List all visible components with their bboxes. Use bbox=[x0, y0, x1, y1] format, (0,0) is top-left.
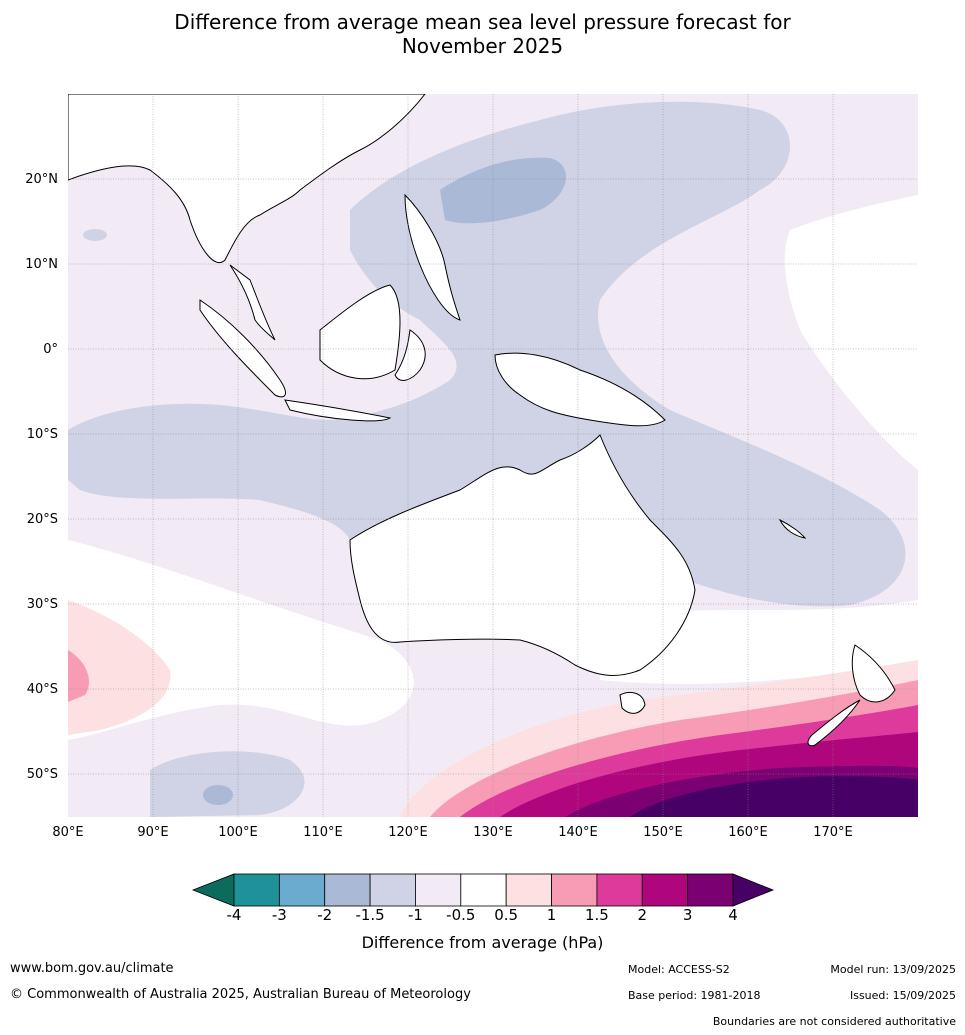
asia-mainland bbox=[68, 94, 426, 263]
lon-label: 80°E bbox=[52, 825, 83, 840]
map-title-line-2: November 2025 bbox=[401, 34, 564, 58]
colorbar-swatch bbox=[505, 873, 552, 907]
colorbar-swatch bbox=[551, 873, 598, 907]
colorbar-tick-label: -2 bbox=[317, 906, 333, 924]
colorbar-swatch bbox=[687, 873, 734, 907]
lon-label: 150°E bbox=[643, 825, 683, 840]
colorbar-title: Difference from average (hPa) bbox=[361, 933, 604, 952]
colorbar-extend-low bbox=[191, 873, 235, 907]
lat-label: 20°S bbox=[27, 512, 58, 527]
colorbar-tick-label: 1 bbox=[546, 906, 557, 924]
colorbar-tick-label: -3 bbox=[271, 906, 287, 924]
lat-label: 30°S bbox=[27, 597, 58, 612]
graticule bbox=[68, 94, 918, 817]
model-text: Model: ACCESS-S2 bbox=[628, 963, 730, 976]
colorbar-extend-high bbox=[732, 873, 775, 907]
lon-labels: 80°E 90°E 100°E 110°E 120°E 130°E 140°E … bbox=[52, 825, 852, 840]
copyright-text: © Commonwealth of Australia 2025, Austra… bbox=[10, 987, 471, 1002]
nz-north-island bbox=[851, 644, 896, 703]
issued-text: Issued: 15/09/2025 bbox=[849, 989, 956, 1002]
colorbar-tick-label: 2 bbox=[637, 906, 648, 924]
lat-label: 10°S bbox=[27, 427, 58, 442]
lon-label: 120°E bbox=[388, 825, 428, 840]
colorbar-swatch bbox=[233, 873, 280, 907]
colorbar bbox=[191, 873, 775, 907]
map-title-line-1: Difference from average mean sea level p… bbox=[174, 10, 791, 34]
colorbar-swatch bbox=[415, 873, 462, 907]
band-0.5-1-west bbox=[68, 600, 171, 735]
new-caledonia bbox=[778, 518, 807, 539]
lat-label: 10°N bbox=[25, 257, 58, 272]
lat-label: 20°N bbox=[25, 172, 58, 187]
lat-labels: 20°N 10°N 0° 10°S 20°S 30°S 40°S 50°S bbox=[25, 172, 58, 782]
philippines bbox=[404, 193, 461, 321]
colorbar-tick-label: -1 bbox=[407, 906, 423, 924]
lon-label: 170°E bbox=[813, 825, 853, 840]
lon-label: 130°E bbox=[473, 825, 513, 840]
new-guinea bbox=[494, 352, 666, 427]
colorbar-swatch bbox=[596, 873, 643, 907]
nz-south-island bbox=[807, 699, 861, 747]
australia bbox=[349, 434, 696, 676]
disclaimer-text: Boundaries are not considered authoritat… bbox=[712, 1015, 956, 1028]
sumatra bbox=[199, 299, 286, 398]
colorbar-tick-label: -4 bbox=[226, 906, 242, 924]
lat-label: 40°S bbox=[27, 682, 58, 697]
colorbar-tick-label: 1.5 bbox=[584, 906, 609, 924]
borneo bbox=[319, 284, 401, 380]
tasmania bbox=[619, 692, 646, 714]
colorbar-tick-label: -0.5 bbox=[446, 906, 476, 924]
band-above-4-south bbox=[630, 776, 918, 817]
lon-label: 100°E bbox=[218, 825, 258, 840]
lon-label: 110°E bbox=[303, 825, 343, 840]
malay-peninsula bbox=[229, 264, 276, 341]
colorbar-tick-label: 4 bbox=[728, 906, 738, 924]
colorbar-tick-label: 3 bbox=[682, 906, 693, 924]
website-link[interactable]: www.bom.gov.au/climate bbox=[10, 961, 174, 976]
colorbar-swatch bbox=[369, 873, 416, 907]
java bbox=[284, 399, 392, 422]
band-minus2-minus1.5-south bbox=[203, 785, 233, 805]
coastlines bbox=[68, 94, 896, 747]
colorbar-swatch bbox=[460, 873, 507, 907]
colorbar-swatch bbox=[278, 873, 326, 907]
base-period-text: Base period: 1981-2018 bbox=[628, 989, 761, 1002]
model-run-text: Model run: 13/09/2025 bbox=[830, 963, 956, 976]
lon-label: 140°E bbox=[558, 825, 598, 840]
lon-label: 90°E bbox=[137, 825, 168, 840]
colorbar-swatch bbox=[324, 873, 371, 907]
band-minus1.5-minus1-blob bbox=[83, 229, 107, 241]
colorbar-tick-label: 0.5 bbox=[494, 906, 519, 924]
lat-label: 0° bbox=[43, 342, 58, 357]
band-minus2-minus1.5 bbox=[440, 157, 567, 224]
sulawesi bbox=[394, 329, 426, 381]
lat-label: 50°S bbox=[27, 767, 58, 782]
band-minus1.5-minus1-south bbox=[150, 751, 305, 817]
colorbar-swatch bbox=[641, 873, 689, 907]
lon-label: 160°E bbox=[728, 825, 768, 840]
band-minus1.5-minus1 bbox=[68, 101, 906, 607]
colorbar-tick-label: -1.5 bbox=[355, 906, 385, 924]
